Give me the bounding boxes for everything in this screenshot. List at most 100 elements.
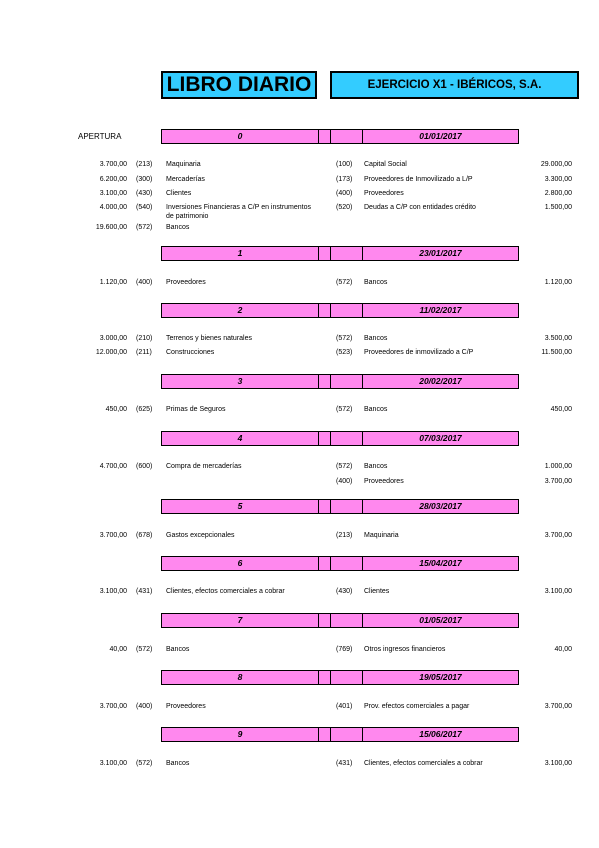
credit-account-code: (173) (336, 176, 353, 183)
debit-account-code: (431) (136, 588, 153, 595)
credit-amount: 3.300,00 (544, 176, 572, 183)
entry-header: 1 23/01/2017 (161, 246, 519, 261)
credit-amount: 1.120,00 (544, 279, 572, 286)
debit-amount: 4.700,00 (99, 463, 127, 470)
credit-amount: 2.800,00 (544, 190, 572, 197)
debit-account-code: (211) (136, 349, 152, 356)
entry-header: 3 20/02/2017 (161, 374, 519, 389)
entry-header-divider (330, 375, 331, 388)
entry-header-divider (362, 500, 363, 513)
credit-account-name: Otros ingresos financieros (364, 646, 446, 653)
debit-amount: 19.600,00 (95, 224, 127, 231)
credit-amount: 3.100,00 (544, 588, 572, 595)
debit-account-name: Terrenos y bienes naturales (166, 335, 252, 342)
debit-account-name: Clientes (166, 190, 192, 197)
debit-account-code: (400) (136, 279, 153, 286)
debit-account-code: (430) (136, 190, 153, 197)
debit-account-code: (600) (136, 463, 153, 470)
debit-account-code: (210) (136, 335, 153, 342)
entry-header-divider (362, 614, 363, 627)
entry-header-divider (318, 432, 319, 445)
entry-header-divider (318, 671, 319, 684)
debit-amount: 3.700,00 (99, 532, 127, 539)
entry-number: 1 (237, 248, 243, 258)
entry-date: 07/03/2017 (419, 433, 462, 443)
debit-account-code: (625) (136, 406, 153, 413)
debit-account-code: (300) (136, 176, 153, 183)
credit-account-name: Deudas a C/P con entidades crédito (364, 204, 476, 211)
credit-account-name: Proveedores de inmovilizado a C/P (364, 349, 474, 356)
debit-account-name: Inversiones Financieras a C/P en instrum… (166, 204, 311, 220)
credit-amount: 3.100,00 (544, 760, 572, 767)
entry-header-divider (362, 432, 363, 445)
entry-header-divider (318, 304, 319, 317)
entry-date: 15/06/2017 (419, 729, 462, 739)
entry-header-divider (318, 247, 319, 260)
credit-account-code: (100) (336, 161, 353, 168)
debit-account-code: (572) (136, 760, 153, 767)
entry-header: 0 01/01/2017 (161, 129, 519, 144)
entry-header: 9 15/06/2017 (161, 727, 519, 742)
credit-account-code: (430) (336, 588, 353, 595)
entry-header-divider (362, 304, 363, 317)
credit-account-code: (400) (336, 190, 353, 197)
entry-date: 11/02/2017 (419, 305, 462, 315)
credit-amount: 1.000,00 (544, 463, 572, 470)
entry-header-divider (318, 614, 319, 627)
entry-header-divider (362, 130, 363, 143)
credit-account-name: Clientes (364, 588, 390, 595)
credit-account-name: Capital Social (364, 161, 407, 168)
entry-number: 4 (237, 433, 243, 443)
debit-account-name: Proveedores (166, 703, 206, 710)
credit-account-code: (572) (336, 335, 353, 342)
entry-header: 8 19/05/2017 (161, 670, 519, 685)
entry-header: 5 28/03/2017 (161, 499, 519, 514)
credit-account-code: (213) (336, 532, 353, 539)
credit-account-code: (572) (336, 406, 353, 413)
credit-amount: 40,00 (554, 646, 572, 653)
entry-header-divider (362, 247, 363, 260)
entry-number: 5 (237, 501, 243, 511)
entry-date: 23/01/2017 (419, 248, 462, 258)
debit-amount: 6.200,00 (99, 176, 127, 183)
debit-account-name: Bancos (166, 760, 190, 767)
credit-amount: 3.500,00 (544, 335, 572, 342)
entry-header-divider (318, 130, 319, 143)
credit-account-name: Bancos (364, 335, 388, 342)
credit-account-name: Clientes, efectos comerciales a cobrar (364, 760, 483, 767)
entry-number: 3 (237, 376, 243, 386)
debit-account-code: (572) (136, 224, 153, 231)
credit-account-name: Maquinaria (364, 532, 399, 539)
entry-header-divider (330, 500, 331, 513)
debit-account-code: (540) (136, 204, 153, 211)
credit-account-name: Proveedores (364, 478, 404, 485)
entry-number: 9 (237, 729, 243, 739)
entry-date: 01/05/2017 (419, 615, 462, 625)
credit-amount: 3.700,00 (544, 532, 572, 539)
debit-account-name: Maquinaria (166, 161, 201, 168)
entry-header-divider (330, 432, 331, 445)
entry-header-divider (318, 375, 319, 388)
entry-header-divider (362, 375, 363, 388)
entry-header-divider (318, 728, 319, 741)
credit-account-name: Bancos (364, 279, 388, 286)
debit-account-name: Compra de mercaderías (166, 463, 242, 470)
credit-account-code: (769) (336, 646, 353, 653)
debit-account-name: Bancos (166, 646, 190, 653)
credit-account-name: Bancos (364, 406, 388, 413)
debit-account-name: Bancos (166, 224, 190, 231)
entry-header-divider (330, 728, 331, 741)
entry-number: 7 (237, 615, 243, 625)
fiscal-year-title: EJERCICIO X1 - IBÉRICOS, S.A. (330, 71, 579, 99)
entry-number: 2 (237, 305, 243, 315)
credit-amount: 3.700,00 (544, 703, 572, 710)
entry-date: 19/05/2017 (419, 672, 462, 682)
debit-amount: 3.100,00 (99, 190, 127, 197)
credit-amount: 1.500,00 (544, 204, 572, 211)
entry-header-divider (330, 130, 331, 143)
credit-account-name: Proveedores de Inmovilizado a L/P (364, 176, 473, 183)
debit-account-name: Gastos excepcionales (166, 532, 235, 539)
debit-amount: 3.700,00 (99, 703, 127, 710)
entry-date: 01/01/2017 (419, 131, 462, 141)
credit-amount: 3.700,00 (544, 478, 572, 485)
